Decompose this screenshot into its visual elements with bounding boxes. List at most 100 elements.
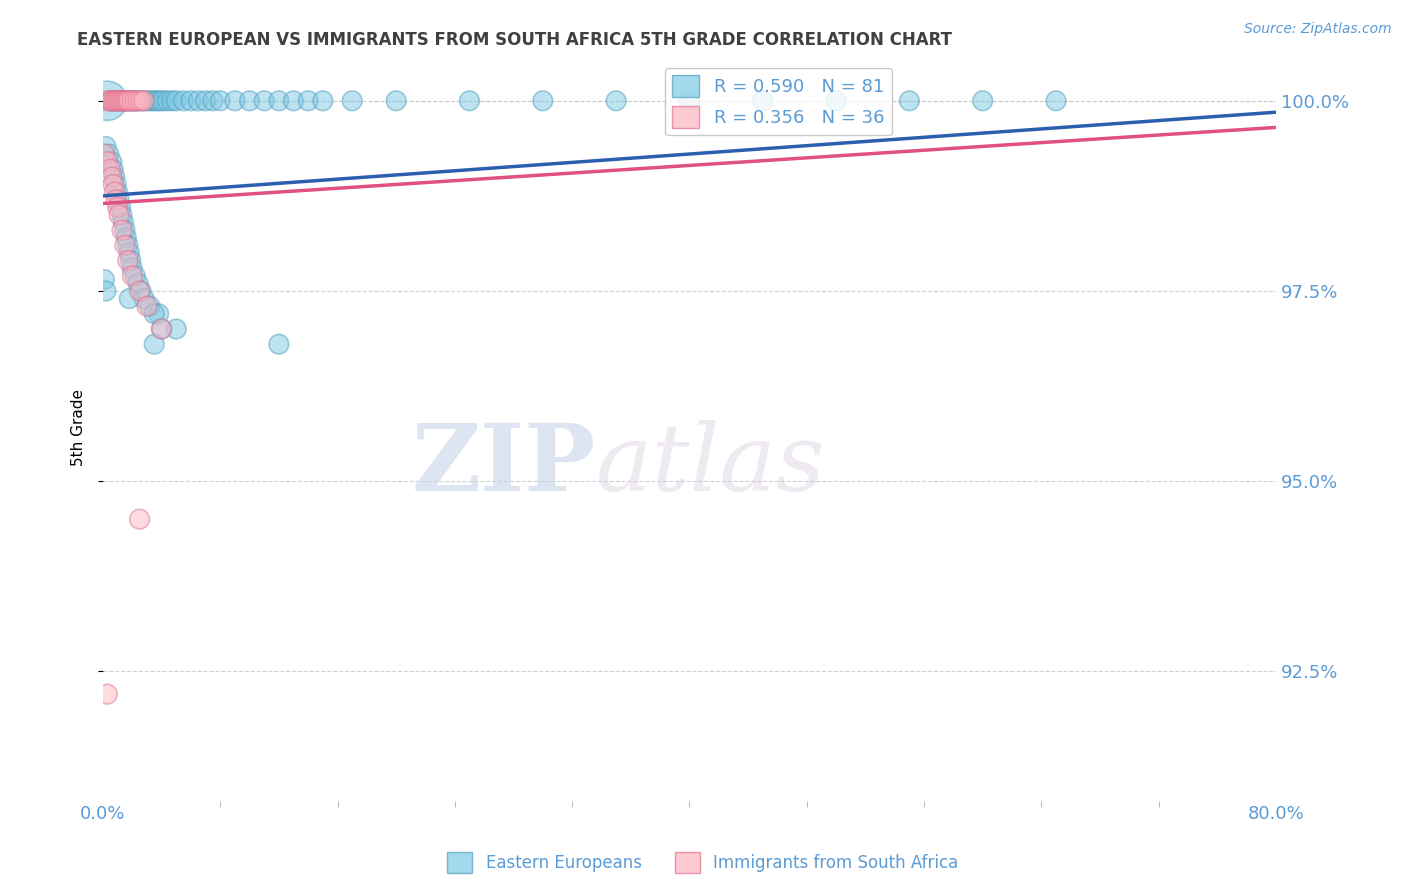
Point <box>160 94 183 108</box>
Point <box>104 169 127 184</box>
Point <box>98 162 121 177</box>
Point <box>152 94 174 108</box>
Point <box>121 94 143 108</box>
Point <box>115 230 138 244</box>
Point <box>124 94 146 108</box>
Point <box>97 147 120 161</box>
Point <box>118 94 141 108</box>
Point <box>128 284 150 298</box>
Point <box>100 94 122 108</box>
Point <box>114 238 136 252</box>
Point <box>120 253 142 268</box>
Point <box>187 94 209 108</box>
Point <box>129 94 152 108</box>
Point <box>143 94 166 108</box>
Point <box>104 185 127 199</box>
Point <box>134 94 156 108</box>
Point <box>108 193 131 207</box>
Point <box>139 299 162 313</box>
Point <box>825 94 848 108</box>
Point <box>118 94 141 108</box>
Point <box>124 94 146 108</box>
Point <box>117 238 139 252</box>
Point <box>253 94 276 108</box>
Point <box>110 94 132 108</box>
Point <box>121 261 143 276</box>
Point <box>111 94 134 108</box>
Point <box>108 94 131 108</box>
Point <box>112 215 135 229</box>
Point <box>224 94 246 108</box>
Point <box>385 94 408 108</box>
Point <box>107 185 129 199</box>
Point <box>972 94 994 108</box>
Point <box>96 94 118 108</box>
Point <box>107 200 129 214</box>
Point <box>115 94 138 108</box>
Point <box>898 94 921 108</box>
Point <box>297 94 319 108</box>
Point <box>105 193 128 207</box>
Point <box>340 94 363 108</box>
Point <box>678 94 700 108</box>
Point <box>96 154 118 169</box>
Point <box>101 94 124 108</box>
Point <box>111 208 134 222</box>
Point <box>114 94 136 108</box>
Point <box>267 94 290 108</box>
Point <box>751 94 773 108</box>
Point <box>98 94 121 108</box>
Point <box>107 94 129 108</box>
Point <box>141 94 163 108</box>
Point <box>149 94 172 108</box>
Point <box>111 223 134 237</box>
Point <box>127 277 149 291</box>
Point <box>110 200 132 214</box>
Point <box>94 139 117 153</box>
Point <box>173 94 195 108</box>
Point <box>100 94 122 108</box>
Point <box>100 169 122 184</box>
Point <box>148 307 170 321</box>
Text: ZIP: ZIP <box>412 420 596 510</box>
Point <box>117 94 139 108</box>
Point <box>120 94 142 108</box>
Point <box>107 94 129 108</box>
Point <box>117 94 139 108</box>
Point <box>194 94 217 108</box>
Point <box>283 94 305 108</box>
Point <box>118 292 141 306</box>
Point <box>125 94 148 108</box>
Point <box>117 253 139 268</box>
Point <box>165 322 187 336</box>
Point <box>143 337 166 351</box>
Point <box>124 268 146 283</box>
Point <box>122 94 145 108</box>
Point <box>131 94 153 108</box>
Point <box>101 94 124 108</box>
Point <box>104 94 127 108</box>
Point <box>132 94 155 108</box>
Point <box>209 94 232 108</box>
Point <box>127 94 149 108</box>
Text: atlas: atlas <box>596 420 825 510</box>
Point <box>93 272 115 286</box>
Point <box>104 94 127 108</box>
Point <box>165 94 187 108</box>
Point <box>156 94 179 108</box>
Point <box>458 94 481 108</box>
Point <box>201 94 224 108</box>
Point <box>108 94 131 108</box>
Legend: R = 0.590   N = 81, R = 0.356   N = 36: R = 0.590 N = 81, R = 0.356 N = 36 <box>665 68 891 136</box>
Point <box>128 512 150 526</box>
Legend: Eastern Europeans, Immigrants from South Africa: Eastern Europeans, Immigrants from South… <box>440 846 966 880</box>
Point <box>101 162 124 177</box>
Point <box>150 322 173 336</box>
Point <box>150 322 173 336</box>
Point <box>121 268 143 283</box>
Point <box>605 94 627 108</box>
Point <box>128 94 150 108</box>
Point <box>143 307 166 321</box>
Point <box>138 94 160 108</box>
Point <box>105 178 128 192</box>
